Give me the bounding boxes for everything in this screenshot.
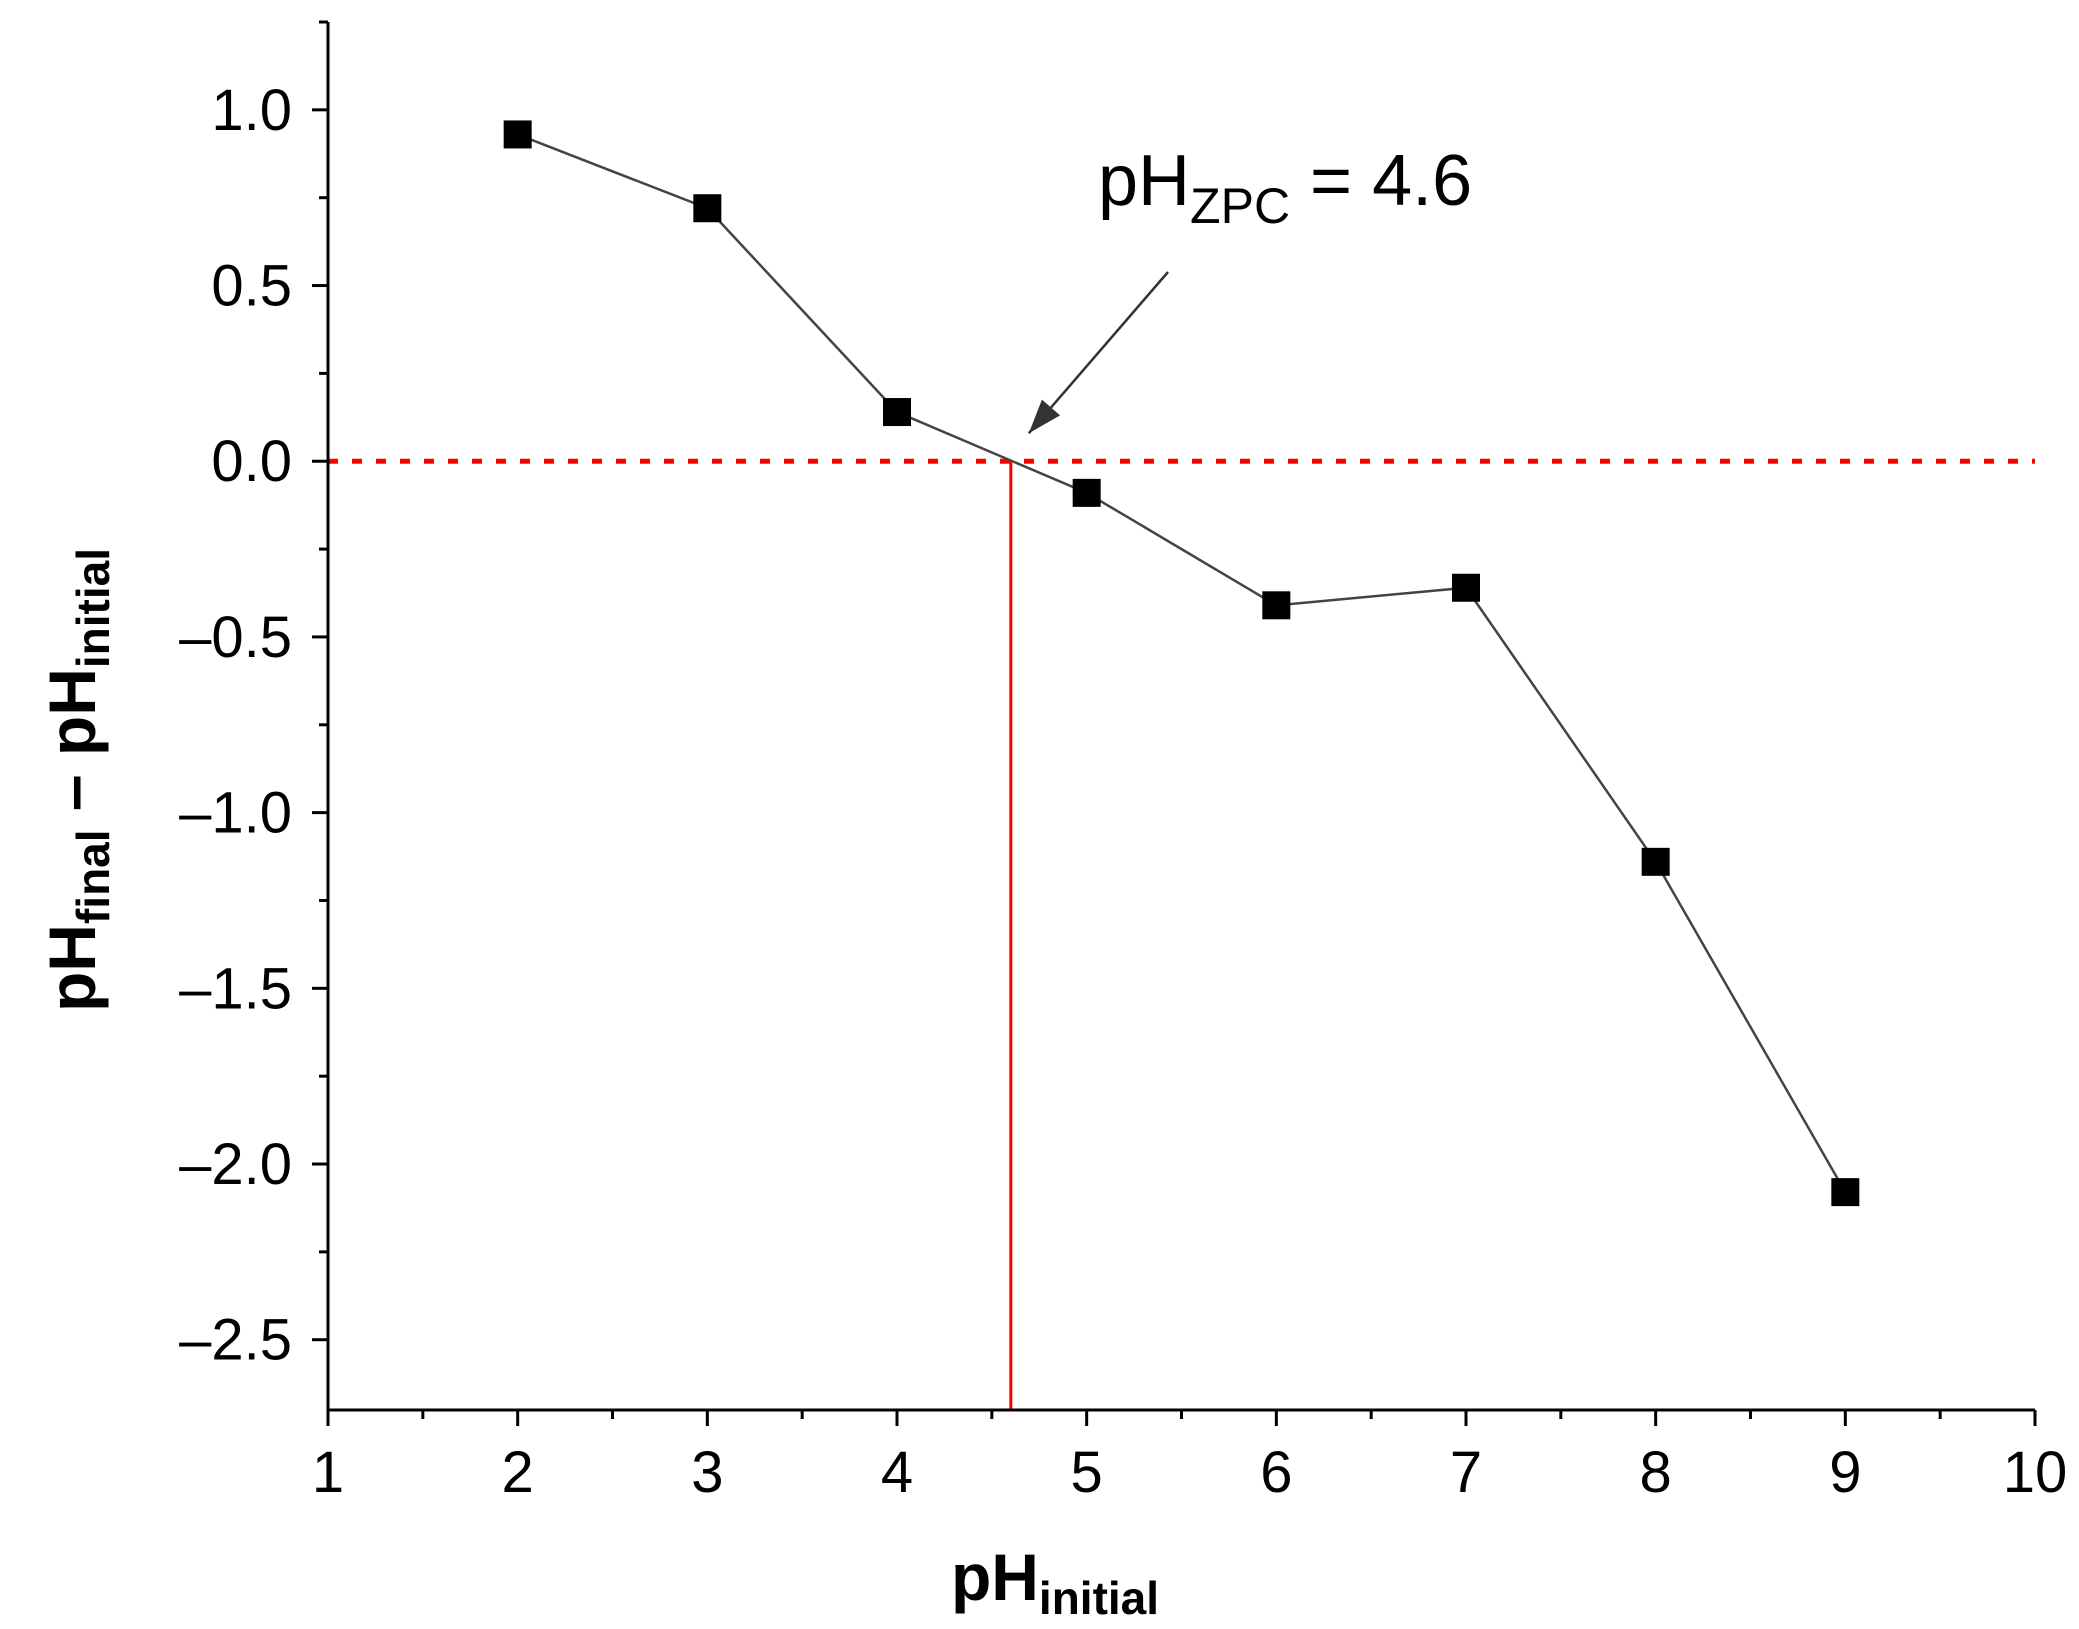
annotation-arrow xyxy=(1027,271,1169,435)
x-axis-title-sub: initial xyxy=(1039,1572,1159,1624)
x-tick-label: 4 xyxy=(881,1440,913,1505)
annotation-main: pH xyxy=(1098,141,1190,221)
annotation-sub: ZPC xyxy=(1190,178,1290,234)
x-axis-title-main: pH xyxy=(951,1540,1039,1614)
y-tick-label: –0.5 xyxy=(179,605,292,670)
data-point xyxy=(693,194,722,223)
data-point xyxy=(1072,478,1101,507)
x-tick-label: 7 xyxy=(1450,1440,1482,1505)
x-tick-label: 6 xyxy=(1260,1440,1292,1505)
data-point xyxy=(1831,1178,1860,1207)
y-tick-label: –1.0 xyxy=(179,781,292,846)
data-series xyxy=(503,120,1860,1207)
data-point xyxy=(1452,573,1480,602)
axes: 1 2 3 4 5 6 7 8 9 10 1.0 0.5 0.0 –0.5 –1.0 –1.5 –2.0 –2.5 xyxy=(179,20,2068,1505)
y-tick-label: –1.5 xyxy=(179,956,292,1021)
y-axis-title-main1: pH xyxy=(35,924,109,1012)
series-line xyxy=(517,133,1847,1193)
data-point xyxy=(1641,847,1670,876)
annotation-arrow-head xyxy=(1028,399,1061,434)
annotation: pHZPC = 4.6 xyxy=(1027,141,1472,435)
data-point xyxy=(503,120,532,149)
y-tick-label: 0.0 xyxy=(211,429,292,494)
annotation-value: = 4.6 xyxy=(1290,141,1472,221)
x-axis-title: pHinitial xyxy=(951,1540,1159,1624)
x-tick-label: 10 xyxy=(2003,1440,2068,1505)
y-tick-label: –2.0 xyxy=(179,1132,292,1197)
y-tick-label: –2.5 xyxy=(179,1308,292,1373)
x-tick-label: 3 xyxy=(691,1440,723,1505)
y-tick-label: 1.0 xyxy=(211,78,292,143)
y-axis-title: pHfinal – pHinitial xyxy=(35,548,119,1012)
y-axis-title-main2: pH xyxy=(35,668,109,756)
y-axis-title-sub2: initial xyxy=(67,548,119,668)
x-tick-label: 1 xyxy=(312,1440,344,1505)
data-point xyxy=(1262,591,1291,620)
x-tick-label: 2 xyxy=(502,1440,534,1505)
data-point xyxy=(883,398,911,427)
reference-lines xyxy=(328,458,2035,1410)
y-axis-title-dash: – xyxy=(35,756,109,829)
x-tick-label: 8 xyxy=(1640,1440,1672,1505)
y-tick-label: 0.5 xyxy=(211,254,292,319)
y-axis-title-sub1: final xyxy=(67,829,119,924)
x-tick-label: 5 xyxy=(1071,1440,1103,1505)
x-tick-label: 9 xyxy=(1829,1440,1861,1505)
annotation-label: pHZPC = 4.6 xyxy=(1098,141,1472,234)
